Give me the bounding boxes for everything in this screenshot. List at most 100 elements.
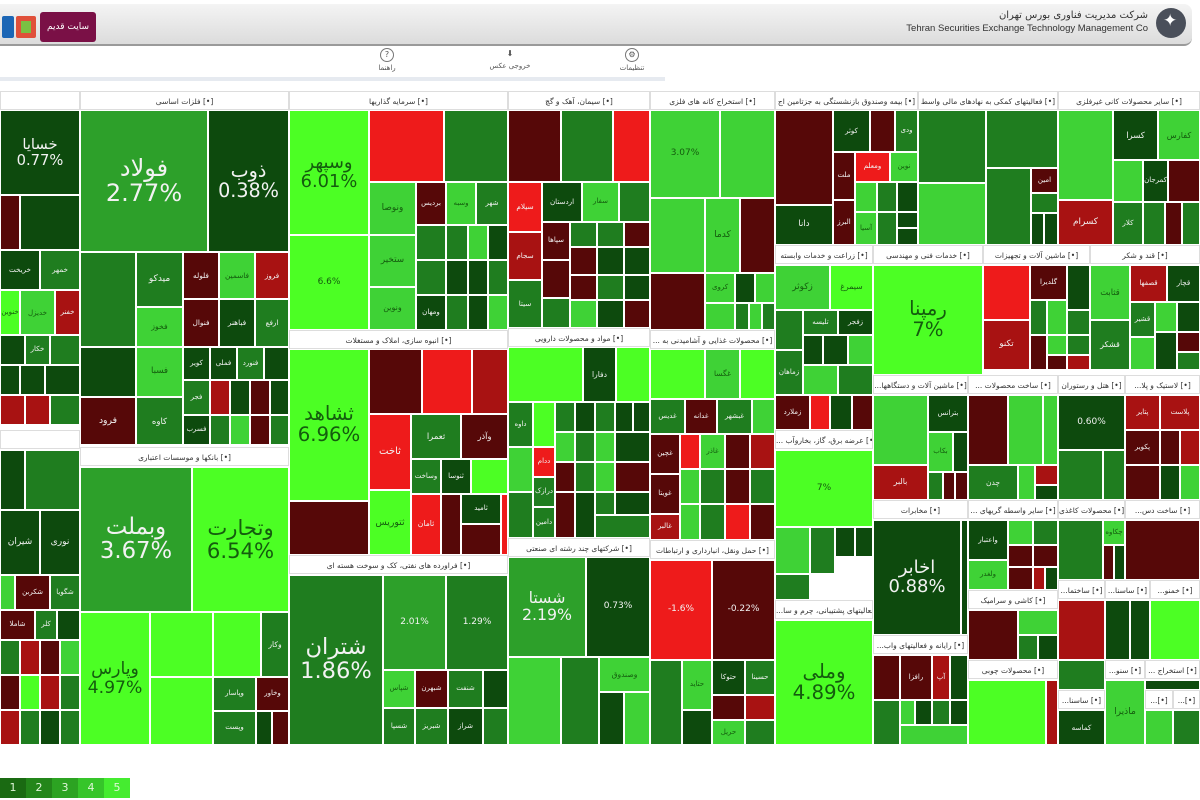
- stock-tile[interactable]: پتایر: [1125, 395, 1160, 430]
- stock-tile[interactable]: شبهرن: [415, 670, 448, 708]
- stock-tile[interactable]: وپاسار: [213, 677, 256, 711]
- stock-tile[interactable]: [740, 198, 775, 273]
- stock-tile[interactable]: سیمرغ: [830, 265, 873, 310]
- stock-tile[interactable]: [542, 260, 570, 298]
- stock-tile[interactable]: [1008, 395, 1043, 465]
- sector-title[interactable]: ... محصولات غذایی و آشامیدنی به [•]: [650, 330, 775, 349]
- stock-tile[interactable]: [615, 492, 650, 515]
- stock-tile[interactable]: پکویر: [1125, 430, 1160, 465]
- stock-tile[interactable]: [775, 110, 833, 205]
- stock-tile[interactable]: غالبر: [650, 514, 680, 540]
- stock-tile[interactable]: ثتوریس: [369, 490, 411, 555]
- stock-tile[interactable]: کمرجان: [1143, 160, 1168, 202]
- stock-tile[interactable]: [40, 710, 60, 745]
- stock-tile[interactable]: [1103, 545, 1114, 580]
- stock-tile[interactable]: [45, 365, 80, 395]
- sector-title[interactable]: ...[•]: [1173, 690, 1200, 709]
- stock-tile[interactable]: [932, 700, 950, 725]
- stock-tile[interactable]: زکوثر: [775, 265, 830, 310]
- stock-tile[interactable]: [735, 303, 749, 330]
- stock-tile[interactable]: [1018, 635, 1038, 660]
- stock-tile[interactable]: ودی: [895, 110, 918, 152]
- stock-tile[interactable]: [1047, 335, 1067, 355]
- stock-tile[interactable]: [752, 399, 775, 434]
- stock-tile[interactable]: [150, 677, 213, 745]
- stock-tile[interactable]: [897, 182, 918, 212]
- stock-tile[interactable]: خریخت: [0, 250, 40, 290]
- stock-tile[interactable]: [1033, 545, 1058, 567]
- export-image-button[interactable]: ⬇ خروجی عکس: [480, 48, 540, 70]
- stock-tile[interactable]: [446, 295, 468, 330]
- stock-tile[interactable]: فنورد: [237, 347, 264, 380]
- stock-tile[interactable]: [555, 402, 575, 432]
- stock-tile[interactable]: [613, 110, 650, 182]
- stock-tile[interactable]: سپاها: [542, 222, 570, 260]
- stock-tile[interactable]: ثامید: [461, 494, 501, 524]
- stock-tile[interactable]: [0, 640, 20, 675]
- stock-tile[interactable]: [575, 492, 595, 538]
- old-site-button[interactable]: سایت قدیم: [40, 12, 96, 42]
- stock-tile[interactable]: وبملت 3.67%: [80, 467, 192, 612]
- stock-tile[interactable]: سیتا: [508, 280, 542, 328]
- stock-tile[interactable]: فباهنر: [219, 299, 255, 347]
- stock-tile[interactable]: -0.22%: [712, 560, 775, 660]
- stock-tile[interactable]: [650, 349, 705, 399]
- stock-tile[interactable]: [210, 380, 230, 415]
- stock-tile[interactable]: [488, 295, 508, 330]
- stock-tile[interactable]: [1155, 332, 1177, 370]
- stock-tile[interactable]: شیران: [0, 510, 40, 575]
- stock-tile[interactable]: شسپا: [383, 708, 415, 745]
- stock-tile[interactable]: بالبر: [873, 465, 928, 500]
- stock-tile[interactable]: [60, 675, 80, 710]
- stock-tile[interactable]: [1173, 710, 1200, 745]
- stock-tile[interactable]: [461, 524, 501, 555]
- stock-tile[interactable]: [533, 402, 555, 447]
- stock-tile[interactable]: خسایا 0.77%: [0, 110, 80, 195]
- stock-tile[interactable]: [624, 300, 650, 328]
- stock-tile[interactable]: [1165, 202, 1182, 245]
- stock-tile[interactable]: 7%: [775, 450, 873, 527]
- stock-tile[interactable]: [750, 434, 775, 469]
- stock-tile[interactable]: ماذیرا: [1105, 680, 1145, 745]
- stock-tile[interactable]: [597, 300, 624, 328]
- sector-title[interactable]: استخراج کانه های فلزی [•]: [650, 91, 775, 110]
- stock-tile[interactable]: رمپنا 7%: [873, 265, 983, 375]
- stock-tile[interactable]: فسرب: [183, 415, 210, 445]
- stock-tile[interactable]: [950, 655, 968, 700]
- stock-tile[interactable]: فروز: [255, 252, 289, 299]
- stock-tile[interactable]: [1008, 545, 1033, 567]
- stock-tile[interactable]: [0, 710, 20, 745]
- stock-tile[interactable]: [1030, 335, 1047, 370]
- stock-tile[interactable]: [700, 469, 725, 504]
- stock-tile[interactable]: [508, 492, 533, 538]
- stock-tile[interactable]: فرود: [80, 397, 136, 445]
- stock-tile[interactable]: سیلام: [508, 182, 542, 232]
- stock-tile[interactable]: [1058, 450, 1103, 500]
- stock-tile[interactable]: [953, 432, 968, 472]
- stock-tile[interactable]: [725, 469, 750, 504]
- stock-tile[interactable]: [555, 492, 575, 538]
- stock-tile[interactable]: [838, 365, 873, 395]
- stock-tile[interactable]: [624, 222, 650, 247]
- stock-tile[interactable]: [1067, 355, 1090, 370]
- stock-tile[interactable]: [1155, 302, 1177, 332]
- stock-tile[interactable]: درازک: [533, 477, 555, 507]
- stock-tile[interactable]: [750, 504, 775, 540]
- stock-tile[interactable]: [575, 402, 595, 432]
- stock-tile[interactable]: فولاد 2.77%: [80, 110, 208, 252]
- stock-tile[interactable]: کاوه: [136, 397, 183, 445]
- stock-tile[interactable]: [877, 182, 897, 212]
- sector-title[interactable]: خدمات فنی و مهندسی [•]: [873, 245, 983, 264]
- stock-tile[interactable]: حتوکا: [712, 660, 745, 695]
- stock-tile[interactable]: [483, 670, 508, 708]
- stock-tile[interactable]: [80, 347, 136, 397]
- stock-tile[interactable]: [705, 303, 735, 330]
- stock-tile[interactable]: [900, 700, 915, 725]
- stock-tile[interactable]: ارفع: [255, 299, 289, 347]
- sector-title[interactable]: بانکها و موسسات اعتباری [•]: [80, 447, 289, 466]
- stock-tile[interactable]: [633, 402, 650, 432]
- stock-tile[interactable]: ومهان: [416, 295, 446, 330]
- stock-tile[interactable]: [270, 380, 289, 415]
- stock-tile[interactable]: واعتبار: [968, 520, 1008, 560]
- stock-tile[interactable]: [1182, 202, 1200, 245]
